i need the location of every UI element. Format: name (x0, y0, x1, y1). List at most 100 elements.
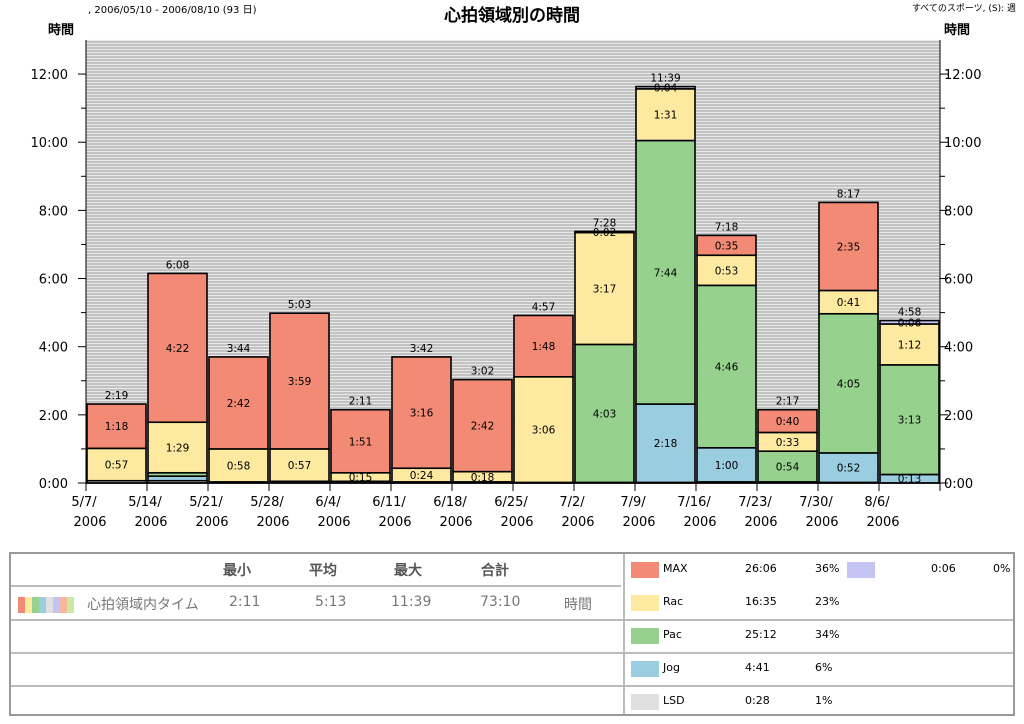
legend-time: 0:28 (745, 694, 770, 707)
bar-segment-max (452, 378, 513, 473)
y-tick-label-right: 8:00 (944, 204, 973, 219)
segment-label: 0:53 (715, 265, 739, 277)
bar-segment-max (513, 314, 574, 378)
legend-time: 16:35 (745, 595, 777, 608)
x-tick-label: 6/18/ (433, 495, 467, 510)
x-tick-label: 2006 (500, 515, 533, 530)
bar-segment-pac (879, 364, 940, 476)
bar-segment-max (86, 403, 147, 450)
bar-segment-pac (574, 343, 635, 484)
bar-week-2 (147, 272, 208, 484)
segment-label: 0:57 (288, 460, 312, 472)
x-tick-label: 7/9/ (620, 495, 646, 510)
legend-swatch (631, 694, 659, 710)
segment-label: 3:59 (288, 376, 312, 388)
segment-label: 1:51 (349, 436, 373, 448)
legend-name: Jog (663, 661, 680, 674)
legend-name: MAX (663, 562, 688, 575)
y-tick-label-right: 2:00 (944, 409, 973, 424)
legend-swatch-extra (847, 562, 875, 578)
bar-segment-rac (635, 88, 696, 142)
legend-swatch (631, 628, 659, 644)
bar-week-3 (208, 356, 269, 484)
x-tick-label: 6/11/ (372, 495, 406, 510)
x-tick-label: 7/23/ (738, 495, 772, 510)
zone-color-chip (32, 597, 39, 613)
zone-color-chip (53, 597, 60, 613)
legend-percent: 1% (815, 694, 833, 707)
bar-segment-pac (818, 312, 879, 454)
bar-total-label: 4:58 (898, 307, 922, 319)
y-tick-label-right: 0:00 (944, 477, 973, 492)
bar-segment-pac (757, 450, 818, 483)
segment-label: 7:44 (654, 267, 678, 279)
chart-title: 心拍領域別の時間 (444, 6, 580, 26)
y-tick-label-right: 10:00 (944, 136, 981, 151)
zone-color-strip-icon (18, 597, 74, 613)
segment-label: 0:15 (349, 472, 373, 484)
zone-color-chip (39, 597, 46, 613)
segment-label: 3:13 (898, 415, 922, 427)
bar-segment-rac (86, 447, 147, 482)
x-tick-label: 2006 (317, 515, 350, 530)
x-tick-label: 5/14/ (128, 495, 162, 510)
value-total: 73:10 (480, 594, 521, 610)
bar-week-11 (696, 234, 757, 484)
value-avg: 5:13 (315, 594, 347, 610)
legend-time: 4:41 (745, 661, 770, 674)
legend-name: Pac (663, 628, 682, 641)
bar-segment-jog (635, 403, 696, 484)
row-divider (11, 585, 621, 587)
x-tick-label: 5/7/ (71, 495, 97, 510)
legend-percent: 36% (815, 562, 840, 575)
row-divider (11, 652, 1013, 654)
segment-label: 0:13 (898, 474, 922, 486)
x-tick-label: 5/21/ (189, 495, 223, 510)
segment-label: 3:17 (593, 283, 617, 295)
row-divider (11, 685, 1013, 687)
segment-label: 0:24 (410, 470, 434, 482)
bar-segment-jog (818, 452, 879, 484)
value-unit: 時間 (564, 597, 592, 613)
segment-label: 2:42 (227, 398, 251, 410)
bar-week-7 (452, 378, 513, 484)
segment-label: 2:35 (837, 241, 861, 253)
column-divider (623, 554, 625, 714)
segment-label: 1:31 (654, 110, 678, 122)
bar-segment-max (757, 408, 818, 434)
segment-label: 4:03 (593, 408, 617, 420)
bar-total-label: 7:28 (593, 217, 617, 229)
value-max: 11:39 (391, 594, 432, 610)
segment-label: 0:35 (715, 240, 739, 252)
x-tick-label: 7/16/ (677, 495, 711, 510)
x-tick-label: 2006 (744, 515, 777, 530)
legend-percent: 34% (815, 628, 840, 641)
date-range: , 2006/05/10 - 2006/08/10 (93 日) (88, 5, 257, 16)
zone-color-chip (60, 597, 67, 613)
segment-label: 0:02 (593, 227, 617, 239)
segment-label: 0:33 (776, 437, 800, 449)
zone-color-chip (18, 597, 25, 613)
x-tick-label: 6/4/ (315, 495, 341, 510)
legend-name: LSD (663, 694, 685, 707)
y-axis-unit-left: 時間 (48, 23, 75, 38)
bar-week-10 (635, 85, 696, 484)
segment-label: 3:06 (532, 425, 556, 437)
segment-label: 0:58 (227, 460, 251, 472)
y-tick-label-left: 10:00 (31, 136, 68, 151)
zone-color-chip (67, 597, 74, 613)
bar-week-1 (86, 403, 147, 484)
x-tick-label: 2006 (256, 515, 289, 530)
bar-total-label: 2:17 (776, 396, 800, 408)
bar-total-label: 5:03 (288, 299, 312, 311)
segment-label: 0:52 (837, 463, 861, 475)
legend-time-extra: 0:06 (931, 562, 956, 575)
segment-label: 0:04 (654, 83, 678, 95)
header-min: 最小 (223, 563, 251, 579)
bar-segment-rac (696, 254, 757, 287)
segment-label: 1:18 (105, 421, 129, 433)
row-divider (11, 619, 1013, 621)
segment-label: 1:00 (715, 460, 739, 472)
bar-week-5 (330, 408, 391, 484)
segment-label: 0:18 (471, 472, 495, 484)
